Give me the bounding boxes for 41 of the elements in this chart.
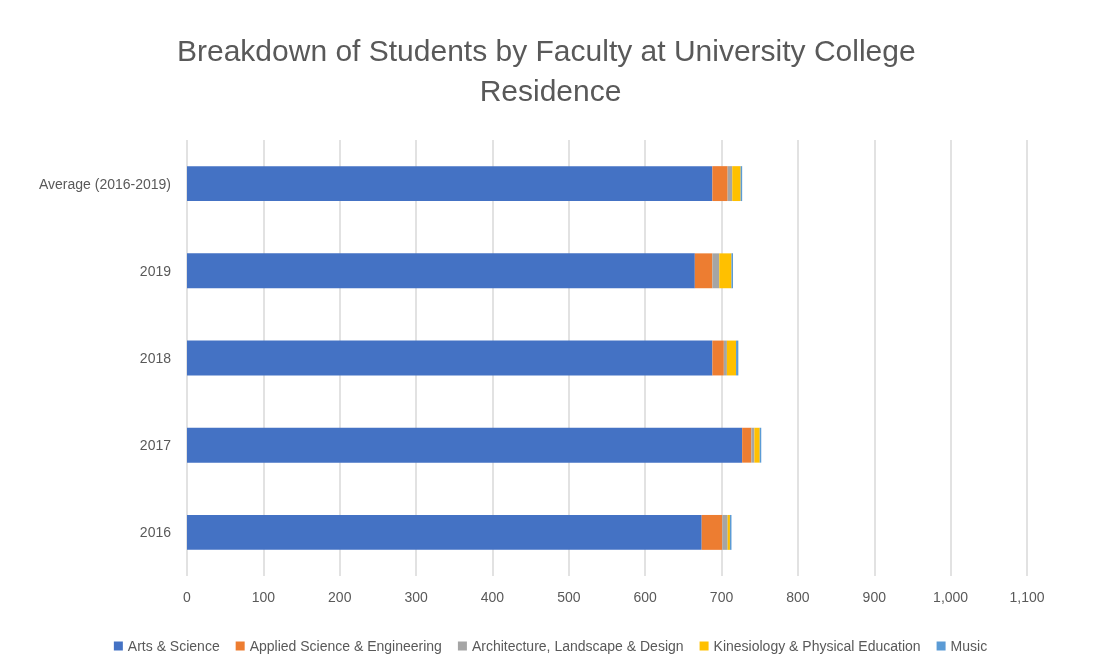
bar	[712, 166, 728, 202]
bar	[187, 166, 713, 202]
bar	[742, 427, 752, 463]
legend-label: Architecture, Landscape & Design	[471, 638, 684, 654]
x-tick-label: 300	[404, 589, 428, 605]
bar	[694, 253, 713, 289]
y-tick-label: 2018	[139, 350, 172, 366]
y-tick-label: 2017	[139, 437, 172, 454]
x-tick-label: 700	[709, 589, 734, 605]
y-tick-label: 2019	[139, 262, 172, 279]
x-tick-label: 900	[862, 589, 887, 605]
y-tick-label: Average (2016-2019)	[38, 175, 171, 192]
x-tick-label: 600	[633, 589, 658, 605]
x-tick-label: 500	[557, 589, 581, 605]
x-tick-label: 100	[251, 589, 276, 605]
bar	[187, 253, 695, 289]
legend-label: Arts & Science	[127, 638, 220, 654]
bar	[722, 514, 728, 550]
x-tick-label: 1,100	[1009, 589, 1045, 605]
bar	[187, 514, 702, 550]
x-tick-label: 200	[328, 589, 352, 605]
legend-label: Kinesiology & Physical Education	[713, 638, 921, 654]
chart-title: Breakdown of Students by Faculty at University College Residence	[176, 33, 925, 107]
bar	[726, 340, 737, 376]
bar	[712, 340, 724, 376]
bar	[751, 427, 755, 463]
bar	[701, 514, 723, 550]
x-tick-label: 1,000	[933, 589, 969, 605]
x-tick-label: 0	[183, 589, 192, 605]
bar	[723, 340, 727, 376]
bar	[187, 427, 743, 463]
bar	[712, 253, 720, 289]
bar	[754, 427, 760, 463]
bar	[187, 340, 713, 376]
y-tick-label: 2016	[139, 524, 172, 541]
x-tick-label: 800	[786, 589, 810, 605]
bar	[732, 166, 741, 202]
legend-label: Music	[950, 638, 988, 654]
bar	[719, 253, 732, 289]
legend-label: Applied Science & Engineering	[249, 638, 442, 654]
x-tick-label: 400	[480, 589, 505, 605]
